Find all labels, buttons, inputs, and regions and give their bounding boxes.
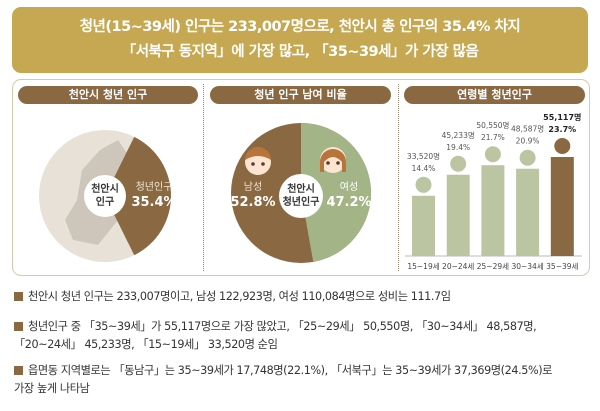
panel-title-gender-ratio: 청년 인구 남여 비율 — [210, 86, 391, 104]
pie-slice-female-value: 47.2% — [326, 195, 371, 210]
bar-25~29세 — [481, 165, 505, 256]
bullet-square-icon — [14, 322, 23, 331]
bar-marker-circle — [554, 138, 571, 154]
male-face-icon — [245, 147, 271, 175]
pie-slice-female-label: 여성 — [340, 181, 358, 193]
headline-line-2: 「서북구 동지역」에 가장 많고, 「35~39세」가 가장 많음 — [121, 44, 479, 60]
bar-marker-circle — [519, 149, 536, 166]
pie-slice-youth-label: 청년인구 — [136, 181, 173, 193]
bar-category-label: 35~39세 — [546, 262, 578, 271]
headline-banner: 청년(15~39세) 인구는 233,007명으로, 천안시 총 인구의 35.… — [12, 7, 588, 73]
bar-marker-circle — [450, 155, 467, 172]
pie-center-label-1: 천안시 — [287, 182, 315, 195]
bullet-1: 천안시 청년 인구는 233,007명이고, 남성 122,923명, 여성 1… — [14, 288, 451, 306]
pie-center — [279, 174, 323, 218]
pie-slice-male-value: 52.8% — [230, 195, 275, 210]
pie-gender-ratio: 천안시 청년인구 남성 52.8% 여성 47.2% — [230, 123, 372, 263]
bar-category-label: 30~34세 — [511, 262, 543, 271]
bar-30~34세 — [516, 168, 540, 256]
bar-35~39세 — [550, 157, 574, 256]
bar-marker-circle — [484, 146, 501, 163]
bar-category-label: 15~19세 — [407, 262, 439, 271]
pie-center-label-2: 인구 — [96, 195, 114, 208]
pie-slice-male-label: 남성 — [244, 181, 262, 193]
bar-chart-age-groups: 33,520명 14.4% 15~19세 45,233명 19.4% 20~24세 50,5… — [407, 112, 581, 271]
pie-slice-youth — [105, 136, 172, 256]
pie-slice-youth-value: 35.4% — [131, 195, 176, 210]
bar-15~19세 — [412, 195, 435, 256]
bar-percent-label: 19.4% — [446, 143, 470, 152]
bar-value-label: 55,117명 — [543, 112, 581, 122]
bar-category-label: 25~29세 — [477, 262, 509, 271]
bar-percent-label: 20.9% — [516, 137, 540, 146]
bar-value-label: 45,233명 — [442, 130, 475, 140]
bullet-2-cont: 「20~24세」 45,233명, 「15~19세」 33,520명 순임 — [14, 338, 278, 351]
female-face-icon — [320, 147, 346, 173]
charts-canvas: 천안시 인구 청년인구 35.4% 천안시 청년인구 남성 52.8% 여성 4… — [39, 112, 582, 271]
panel-title-youth-population: 천안시 청년 인구 — [18, 86, 198, 104]
bar-percent-label: 14.4% — [412, 164, 436, 173]
headline-line-1: 청년(15~39세) 인구는 233,007명으로, 천안시 총 인구의 35.… — [79, 19, 521, 35]
bar-value-label: 48,587명 — [511, 124, 544, 134]
bar-marker-circle — [415, 176, 432, 193]
panel-title-age-groups: 연령별 청년인구 — [404, 86, 585, 104]
bar-value-label: 50,550명 — [476, 120, 509, 130]
pie-center — [84, 175, 126, 217]
bar-value-label: 33,520명 — [407, 151, 440, 161]
bullet-square-icon — [14, 292, 23, 301]
bullet-square-icon — [14, 366, 23, 375]
bullet-3: 읍면동 지역별로는 「동남구」는 35~39세가 17,748명(22.1%),… — [14, 362, 552, 380]
bullet-2: 청년인구 중 「35~39세」가 55,117명으로 가장 많았고, 「25~2… — [14, 318, 537, 336]
bar-20~24세 — [446, 174, 470, 256]
pie-youth-share: 천안시 인구 청년인구 35.4% — [39, 130, 177, 262]
bar-percent-label: 23.7% — [548, 125, 576, 134]
pie-slice-female — [301, 123, 371, 262]
bar-percent-label: 21.7% — [481, 133, 505, 142]
bar-category-label: 20~24세 — [442, 262, 474, 271]
divider — [203, 84, 204, 271]
divider — [398, 84, 399, 271]
pie-center-label-1: 천안시 — [91, 182, 119, 195]
bullet-3-cont: 가장 높게 나타남 — [14, 382, 90, 395]
pie-center-label-2: 청년인구 — [283, 195, 320, 208]
